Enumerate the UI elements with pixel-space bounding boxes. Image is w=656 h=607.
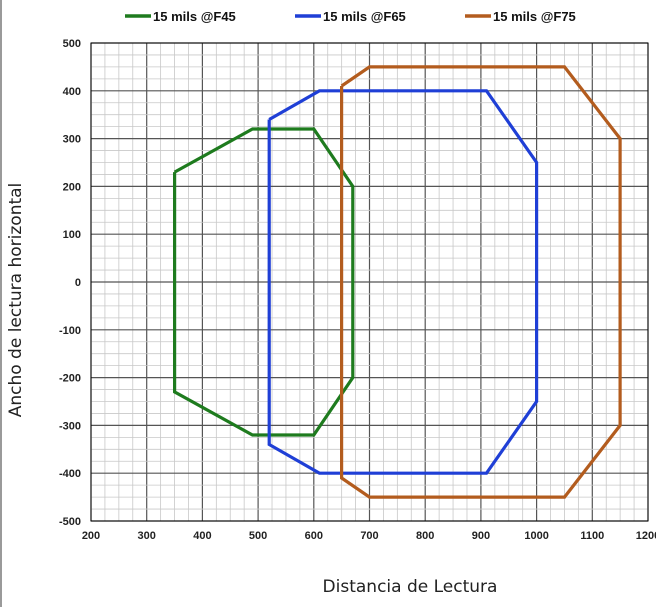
series-line-2 bbox=[267, 89, 539, 475]
series-layer bbox=[173, 65, 622, 499]
legend-entry-3: 15 mils @F75 bbox=[493, 9, 576, 24]
x-axis-ticks: 200 300 400 500 600 700 800 900 1000 1100 1200 bbox=[82, 530, 656, 542]
frame-border bbox=[0, 0, 2, 607]
series-line-3 bbox=[340, 65, 622, 499]
y-tick-label: 500 bbox=[63, 38, 81, 50]
plot-frame bbox=[90, 42, 649, 522]
x-tick-label: 600 bbox=[305, 530, 323, 542]
x-tick-label: 800 bbox=[416, 530, 434, 542]
y-tick-label: -200 bbox=[59, 373, 81, 385]
y-tick-label: 400 bbox=[63, 86, 81, 98]
x-tick-label: 200 bbox=[82, 530, 100, 542]
y-tick-label: -100 bbox=[59, 325, 81, 337]
x-tick-label: 500 bbox=[249, 530, 267, 542]
y-tick-label: -300 bbox=[59, 420, 81, 432]
y-axis-ticks: 500 400 300 200 100 0 -100 -200 -300 -400 -500 bbox=[59, 38, 81, 528]
legend-entry-1: 15 mils @F45 bbox=[153, 9, 236, 24]
y-tick-label: -400 bbox=[59, 468, 81, 480]
x-tick-label: 1000 bbox=[524, 530, 548, 542]
legend: 15 mils @F45 15 mils @F65 15 mils @F75 bbox=[125, 9, 576, 24]
x-tick-label: 1200 bbox=[636, 530, 656, 542]
x-axis-label: Distancia de Lectura bbox=[323, 577, 498, 597]
x-tick-label: 900 bbox=[472, 530, 490, 542]
y-tick-label: 200 bbox=[63, 181, 81, 193]
x-tick-label: 700 bbox=[360, 530, 378, 542]
x-tick-label: 400 bbox=[193, 530, 211, 542]
y-axis-label: Ancho de lectura horizontal bbox=[6, 183, 26, 418]
x-tick-label: 1100 bbox=[580, 530, 604, 542]
y-tick-label: 0 bbox=[75, 277, 81, 289]
y-tick-label: 300 bbox=[63, 134, 81, 146]
y-tick-label: 100 bbox=[63, 229, 81, 241]
legend-entry-2: 15 mils @F65 bbox=[323, 9, 406, 24]
series-line-1 bbox=[173, 127, 355, 437]
y-tick-label: -500 bbox=[59, 516, 81, 528]
x-tick-label: 300 bbox=[138, 530, 156, 542]
